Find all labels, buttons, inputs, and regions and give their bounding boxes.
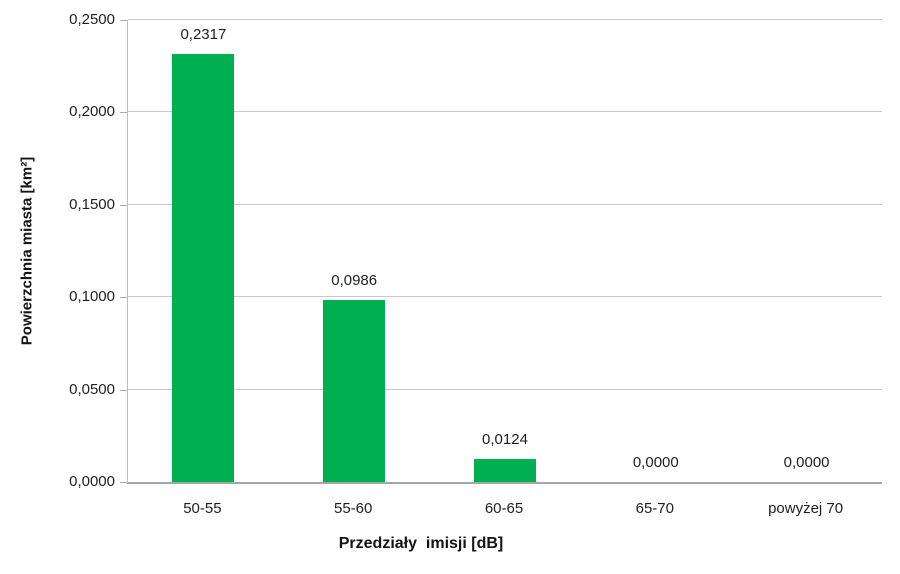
y-tick-label: 0,1500: [69, 195, 115, 213]
y-tick-mark: [120, 389, 127, 391]
bar-value-label: 0,0000: [783, 454, 830, 471]
plot-area: 0,2317 0,0986 0,0124 0,0000 0,0000: [127, 19, 882, 484]
x-tick-label: 55-60: [334, 500, 373, 517]
x-tick-label: 50-55: [183, 500, 222, 517]
y-tick-label: 0,2500: [69, 11, 115, 28]
bar-value-label: 0,0124: [482, 431, 528, 449]
y-tick-label: 0,0000: [69, 473, 115, 490]
x-axis-title: Przedziały imisji [dB]: [338, 535, 504, 552]
x-tick-label: powyżej 70: [768, 500, 844, 517]
gridline: [128, 203, 882, 205]
y-tick-label: 0,1000: [69, 288, 115, 306]
bar-value-label: 0,0986: [331, 271, 378, 289]
y-tick-label: 0,0500: [69, 380, 115, 398]
gridline: [128, 111, 882, 113]
y-tick-label: 0,2000: [69, 103, 115, 121]
x-tick-label: 60-65: [484, 500, 524, 517]
y-axis-title: Powierzchnia miasta [km²]: [18, 156, 36, 346]
gridline: [128, 19, 882, 20]
bar-value-label: 0,2317: [180, 25, 227, 43]
y-tick-mark: [120, 204, 127, 206]
bar: [323, 299, 386, 482]
bar: [172, 53, 235, 482]
gridline: [128, 388, 882, 390]
bar: [474, 459, 536, 482]
x-tick-label: 65-70: [635, 500, 674, 517]
bar-value-label: 0,0000: [632, 454, 679, 471]
y-tick-mark: [120, 112, 127, 114]
y-tick-mark: [120, 482, 127, 483]
y-tick-mark: [120, 20, 127, 21]
y-tick-mark: [120, 297, 127, 299]
gridline: [128, 296, 882, 298]
